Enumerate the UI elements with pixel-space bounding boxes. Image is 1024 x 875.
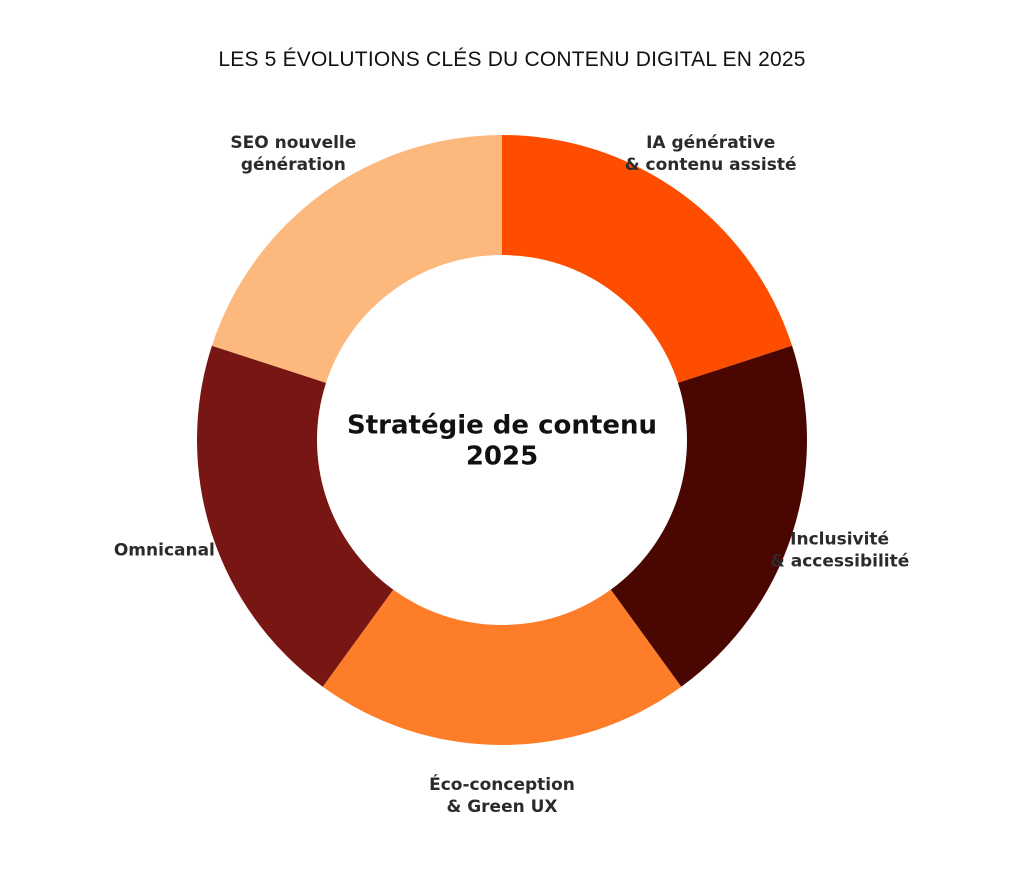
slices-layer (197, 135, 808, 745)
donut-slice-3 (322, 589, 682, 745)
chart-title: LES 5 ÉVOLUTIONS CLÉS DU CONTENU DIGITAL… (218, 48, 806, 71)
donut-slice-2 (610, 345, 808, 687)
slice-label-2: Inclusivité & accessibilité (770, 530, 909, 572)
slice-label-5: SEO nouvelle génération (230, 133, 356, 175)
donut-slice-4 (197, 345, 394, 687)
center-label: Stratégie de contenu 2025 (347, 411, 657, 472)
slice-label-4: Omnicanal (114, 541, 215, 561)
donut-slice-5 (211, 135, 502, 383)
donut-slice-1 (502, 135, 793, 383)
slice-label-1: IA générative & contenu assisté (625, 133, 797, 175)
slice-label-3: Éco-conception & Green UX (429, 773, 575, 817)
labels-layer: IA générative & contenu assisté Inclusivit… (114, 133, 909, 817)
